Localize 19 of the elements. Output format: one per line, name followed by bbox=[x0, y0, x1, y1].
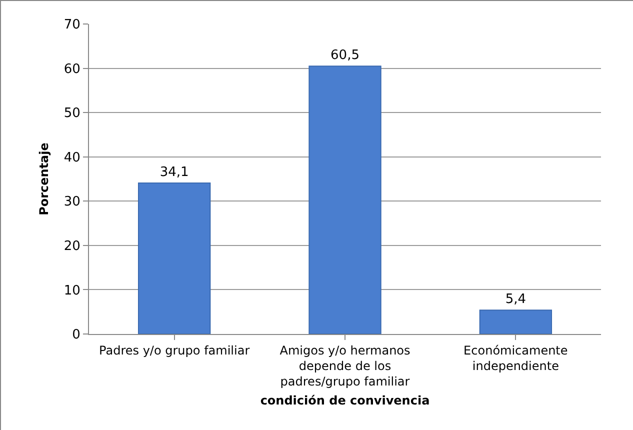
bar bbox=[479, 310, 552, 334]
y-tick-label: 10 bbox=[64, 283, 80, 298]
x-axis-title: condición de convivencia bbox=[260, 394, 430, 408]
y-tick-label: 20 bbox=[64, 238, 80, 254]
x-tick-label: Padres y/o grupo familiar bbox=[99, 343, 250, 358]
data-label: 5,4 bbox=[505, 292, 526, 308]
data-label: 60,5 bbox=[330, 48, 360, 64]
data-label: 34,1 bbox=[160, 164, 189, 180]
y-tick-label: 40 bbox=[64, 150, 80, 166]
y-axis-title: Porcentaje bbox=[37, 142, 52, 216]
x-tick-label: Amigos y/o hermanos depende de los padres/grupo familiar bbox=[280, 343, 410, 389]
y-tick-label: 70 bbox=[64, 18, 80, 33]
bar bbox=[138, 182, 211, 334]
bar bbox=[308, 66, 382, 334]
y-tick-label: 50 bbox=[64, 106, 80, 122]
x-tick-label: Económicamente independiente bbox=[464, 343, 568, 373]
y-tick-label: 30 bbox=[64, 194, 80, 210]
y-tick-label: 60 bbox=[64, 62, 80, 77]
y-tick-label: 0 bbox=[72, 328, 80, 343]
